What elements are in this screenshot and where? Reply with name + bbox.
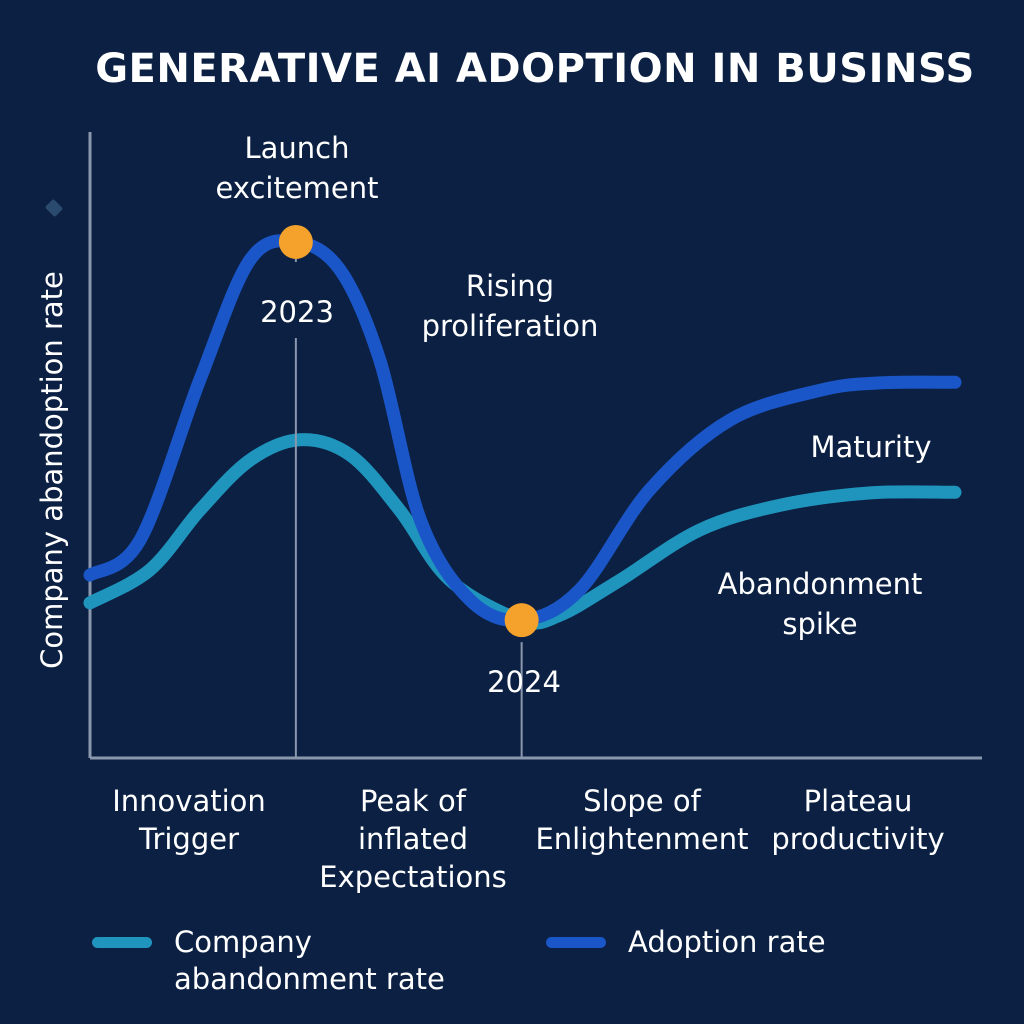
chart-title: GENERATIVE AI ADOPTION IN BUSINSS [95,46,975,92]
series-line-adoption [83,234,962,627]
legend-label: Company [174,925,312,959]
tick-line: Trigger [138,822,240,856]
marker-point-2023 [278,224,313,259]
annotation-launch-excitement: Launch excitement [215,128,378,208]
tick-line: productivity [771,822,945,856]
tick-line: Slope of [583,784,701,818]
legend-swatch [546,937,606,948]
legend-swatch [92,937,152,948]
tick-line: Expectations [319,860,507,894]
annotation-line: Rising [465,269,555,303]
legend-item-adoption: Adoption rate [546,924,826,961]
x-tick-label-innovation-trigger: Innovation Trigger [112,782,266,858]
tick-line: inflated [357,822,469,856]
annotation-maturity: Maturity [810,427,931,467]
annotation-line: Launch [244,131,350,165]
tick-line: Plateau [803,784,913,818]
legend-item-abandonment: Company abandonment rate [92,924,445,998]
annotation-line: Maturity [810,430,932,464]
legend-label: abandonment rate [174,962,445,996]
tick-line: Peak of [359,784,467,818]
x-tick-label-slope: Slope of Enlightenment [535,782,748,858]
annotation-rising-proliferation: Rising proliferation [422,266,599,346]
marker-label-2024: 2024 [487,665,561,699]
annotation-line: Abandonment [717,567,923,601]
legend-label: Adoption rate [628,925,826,959]
x-tick-label-peak: Peak of inflated Expectations [319,782,506,896]
x-tick-label-plateau: Plateau productivity [771,782,944,858]
marker-label-2023: 2023 [260,295,334,329]
annotation-line: spike [782,607,858,641]
annotation-abandonment-spike: Abandonment spike [718,564,923,644]
annotation-line: excitement [215,171,379,205]
annotation-line: proliferation [421,309,599,343]
marker-point-2024 [504,603,539,638]
tick-line: Innovation [112,784,266,818]
tick-line: Enlightenment [535,822,749,856]
